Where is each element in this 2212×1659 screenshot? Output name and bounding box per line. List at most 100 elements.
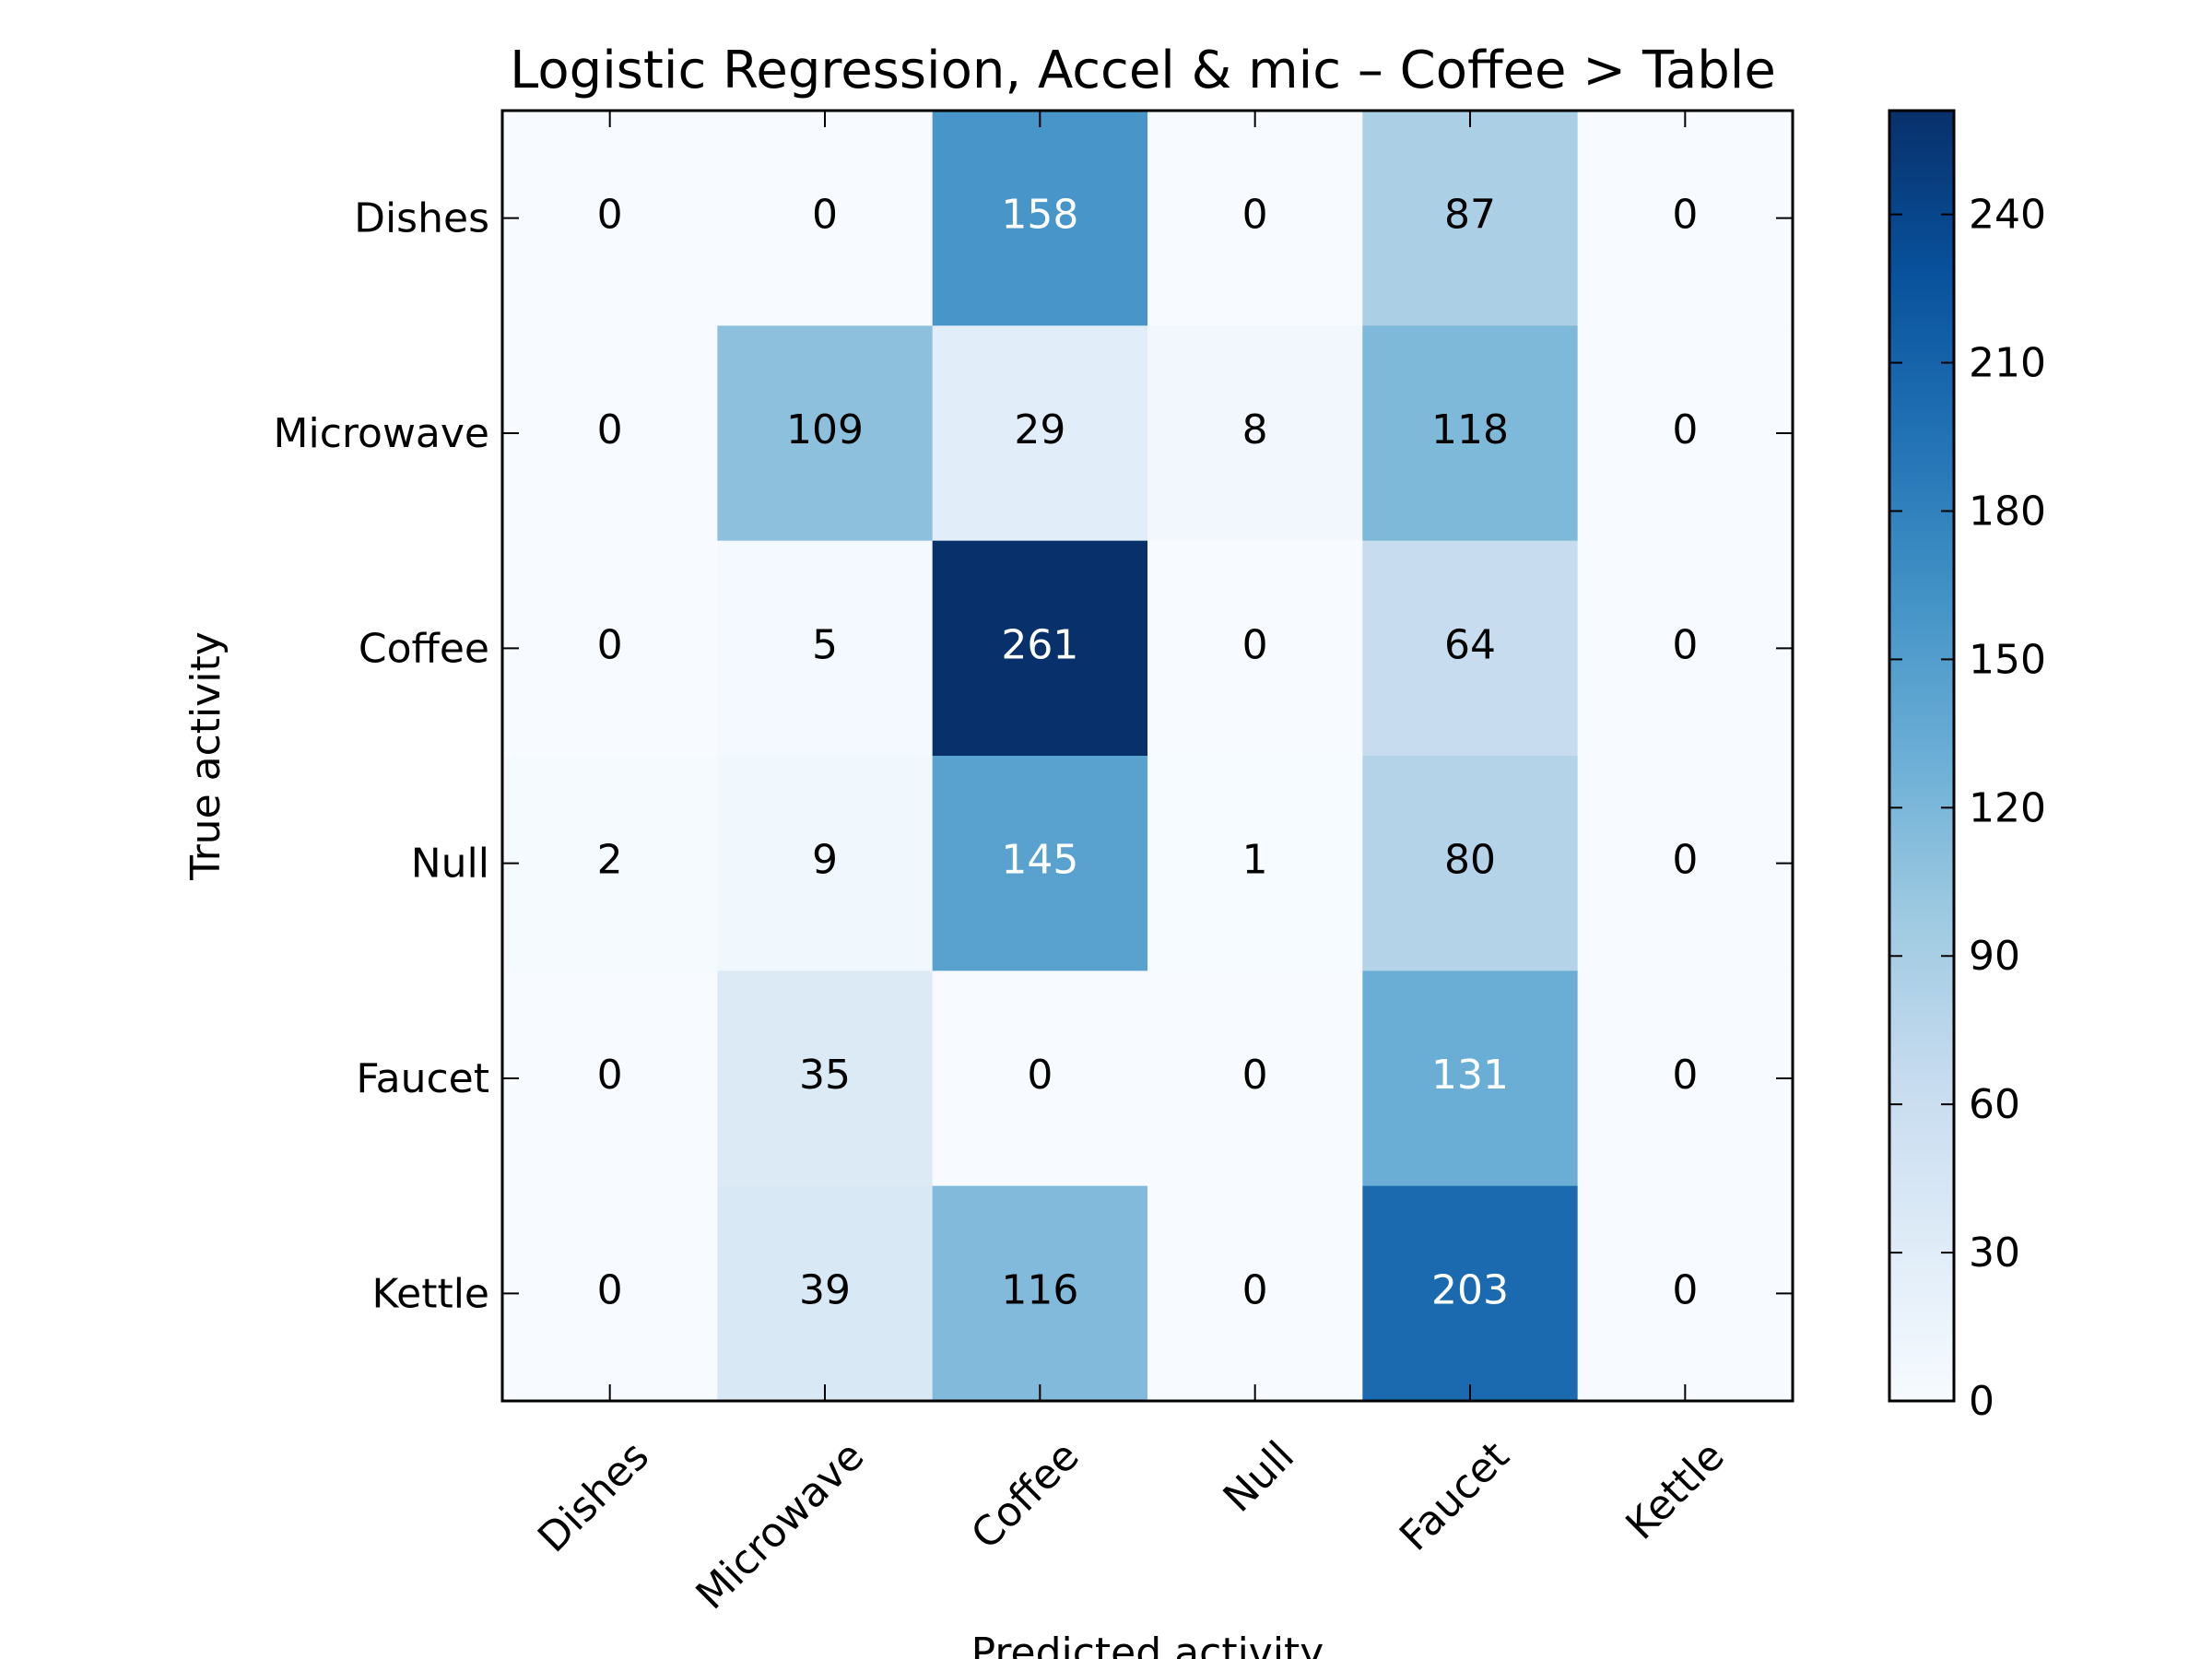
heatmap-cell	[717, 325, 934, 542]
heatmap-cell	[932, 111, 1148, 326]
x-axis-label: Predicted activity	[971, 1630, 1324, 1659]
axis-ticks	[502, 111, 1793, 1401]
cell-value-label: 0	[1672, 406, 1698, 453]
heatmap-cell	[1577, 756, 1794, 971]
colorbar-tick-label: 120	[1969, 784, 2046, 831]
heatmap-cell	[502, 111, 718, 326]
heatmap-cell	[502, 1185, 718, 1402]
cell-value-label: 0	[597, 192, 623, 239]
colorbar	[1888, 109, 1956, 1403]
cell-value-label: 29	[1014, 406, 1065, 453]
heatmap-cell	[1147, 325, 1363, 542]
heatmap-cell	[1577, 971, 1794, 1187]
heatmap-cell	[717, 540, 934, 757]
cell-value-label: 0	[1672, 1266, 1698, 1313]
cell-value-label: 158	[1001, 192, 1078, 239]
cell-value-label: 9	[812, 837, 838, 884]
heatmap-cell	[717, 111, 934, 326]
heatmap-cells	[502, 111, 1794, 1402]
x-tick-label: Dishes	[529, 1432, 658, 1561]
cell-value-label: 0	[1242, 192, 1268, 239]
cell-value-label: 35	[799, 1052, 851, 1099]
cell-value-label: 1	[1242, 837, 1268, 884]
heatmap-cell	[932, 540, 1148, 757]
heatmap-cell	[717, 971, 934, 1187]
heatmap-cell	[717, 756, 934, 971]
y-tick-label: Microwave	[274, 410, 489, 457]
colorbar-tick-label: 0	[1969, 1378, 1994, 1425]
heatmap-value-labels: 0 0 158 0 87 00 109 29 8 118 00 5 261 0 64 02 9 145 1 80 00 3…	[597, 192, 1699, 1314]
cell-value-label: 145	[1001, 837, 1078, 884]
y-tick-label: Faucet	[356, 1055, 489, 1102]
heatmap-cell	[1147, 540, 1363, 757]
heatmap-cell	[1362, 1185, 1579, 1402]
cell-value-label: 2	[597, 837, 623, 884]
cell-value-label: 109	[786, 406, 864, 453]
cell-value-label: 0	[1672, 192, 1698, 239]
cell-value-label: 0	[597, 1052, 623, 1099]
y-tick-labels: Dishes Microwave Coffee Null Faucet Kettle	[274, 195, 489, 1318]
cell-value-label: 0	[1242, 621, 1268, 668]
colorbar-tick-label: 60	[1969, 1081, 2020, 1128]
cell-value-label: 0	[597, 621, 623, 668]
chart-title: Logistic Regression, Accel & mic – Coffe…	[510, 41, 1776, 100]
colorbar-tick-label: 210	[1969, 340, 2046, 387]
x-tick-labels: Dishes Microwave Coffee Null Faucet Kettle	[529, 1432, 1734, 1618]
heatmap-cell	[1362, 111, 1579, 326]
cell-value-label: 0	[597, 1266, 623, 1313]
y-tick-label: Kettle	[371, 1270, 489, 1317]
colorbar-tick-label: 240	[1969, 192, 2046, 239]
cell-value-label: 5	[812, 621, 838, 668]
colorbar-tick-label: 150	[1969, 636, 2046, 683]
heatmap-cell	[502, 756, 718, 971]
heatmap-cell	[1147, 756, 1363, 971]
cell-value-label: 0	[1672, 621, 1698, 668]
cell-value-label: 0	[1242, 1052, 1268, 1099]
x-tick-label: Faucet	[1391, 1432, 1518, 1559]
heatmap-cell	[502, 971, 718, 1187]
cell-value-label: 39	[799, 1266, 851, 1313]
heatmap-cell	[1577, 325, 1794, 542]
x-tick-label: Kettle	[1617, 1432, 1733, 1548]
heatmap-cell	[932, 971, 1148, 1187]
heatmap-cell	[1362, 971, 1579, 1187]
cell-value-label: 8	[1242, 406, 1268, 453]
x-tick-label: Coffee	[962, 1432, 1088, 1559]
cell-value-label: 116	[1001, 1266, 1078, 1313]
heatmap-cell	[1362, 325, 1579, 542]
plot-frame	[500, 109, 1794, 1403]
x-tick-label: Microwave	[688, 1432, 874, 1618]
y-axis-label: True activity	[182, 631, 229, 881]
heatmap-cell	[1147, 111, 1363, 326]
cell-value-label: 80	[1444, 837, 1496, 884]
cell-value-label: 64	[1444, 621, 1496, 668]
cell-value-label: 118	[1431, 406, 1509, 453]
y-tick-label: Dishes	[354, 195, 489, 242]
heatmap-cell	[1362, 756, 1579, 971]
colorbar-tick-label: 30	[1969, 1230, 2020, 1277]
cell-value-label: 203	[1431, 1266, 1509, 1313]
heatmap-cell	[502, 325, 718, 542]
cell-value-label: 0	[1672, 1052, 1698, 1099]
colorbar-tick-label: 180	[1969, 488, 2046, 535]
heatmap-cell	[1577, 1185, 1794, 1402]
y-tick-label: Null	[411, 841, 489, 888]
heatmap-cell	[1147, 1185, 1363, 1402]
heatmap-cell	[1147, 971, 1363, 1187]
heatmap-cell	[932, 756, 1148, 971]
cell-value-label: 0	[1027, 1052, 1053, 1099]
heatmap-cell	[1362, 540, 1579, 757]
heatmap-cell	[502, 540, 718, 757]
cell-value-label: 0	[812, 192, 838, 239]
colorbar-tick-label: 90	[1969, 933, 2020, 980]
cell-value-label: 0	[1242, 1266, 1268, 1313]
cell-value-label: 87	[1444, 192, 1496, 239]
y-tick-label: Coffee	[359, 625, 489, 672]
colorbar-ticks: 0 30 60 90 120 150 180 210 240	[1889, 192, 2046, 1425]
cell-value-label: 0	[1672, 837, 1698, 884]
heatmap-cell	[932, 1185, 1148, 1402]
heatmap-cell	[1577, 540, 1794, 757]
heatmap-cell	[717, 1185, 934, 1402]
cell-value-label: 0	[597, 406, 623, 453]
